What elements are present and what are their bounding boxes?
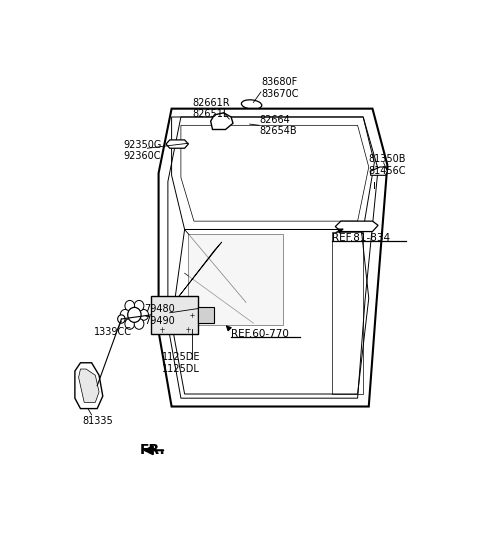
- Circle shape: [125, 300, 134, 311]
- Circle shape: [165, 139, 174, 149]
- Text: FR.: FR.: [140, 443, 166, 457]
- Circle shape: [125, 319, 134, 329]
- Text: REF.81-834: REF.81-834: [332, 233, 390, 243]
- Text: 83680F
83670C: 83680F 83670C: [261, 77, 299, 98]
- Circle shape: [139, 309, 148, 320]
- Text: 79480
79490: 79480 79490: [144, 304, 174, 326]
- Ellipse shape: [209, 125, 216, 134]
- Circle shape: [118, 315, 125, 323]
- Circle shape: [134, 300, 144, 311]
- Polygon shape: [160, 242, 222, 321]
- Text: 1339CC: 1339CC: [94, 327, 132, 337]
- Polygon shape: [335, 221, 378, 232]
- Circle shape: [128, 307, 141, 322]
- Text: 82664
82654B: 82664 82654B: [259, 115, 297, 136]
- Circle shape: [190, 312, 195, 318]
- Polygon shape: [211, 113, 233, 129]
- Polygon shape: [188, 234, 283, 325]
- Text: 81350B
81456C: 81350B 81456C: [369, 154, 406, 176]
- Text: 92350G
92360C: 92350G 92360C: [123, 140, 162, 161]
- Polygon shape: [158, 109, 387, 406]
- Polygon shape: [198, 307, 215, 323]
- Ellipse shape: [217, 128, 223, 135]
- Text: 1125DE
1125DL: 1125DE 1125DL: [162, 352, 201, 374]
- Circle shape: [339, 222, 347, 230]
- Ellipse shape: [241, 100, 262, 109]
- Circle shape: [186, 327, 191, 332]
- Circle shape: [367, 222, 374, 230]
- Polygon shape: [371, 167, 387, 175]
- Text: 82661R
82651L: 82661R 82651L: [192, 98, 230, 120]
- Ellipse shape: [372, 178, 377, 185]
- Polygon shape: [75, 363, 103, 408]
- Circle shape: [160, 327, 165, 332]
- FancyBboxPatch shape: [215, 239, 226, 251]
- Polygon shape: [151, 296, 198, 334]
- Polygon shape: [166, 140, 188, 148]
- Circle shape: [134, 319, 144, 329]
- Ellipse shape: [239, 120, 257, 128]
- Text: REF.60-770: REF.60-770: [231, 328, 289, 339]
- Text: 81335: 81335: [83, 416, 113, 426]
- Polygon shape: [79, 369, 99, 403]
- Circle shape: [120, 309, 130, 320]
